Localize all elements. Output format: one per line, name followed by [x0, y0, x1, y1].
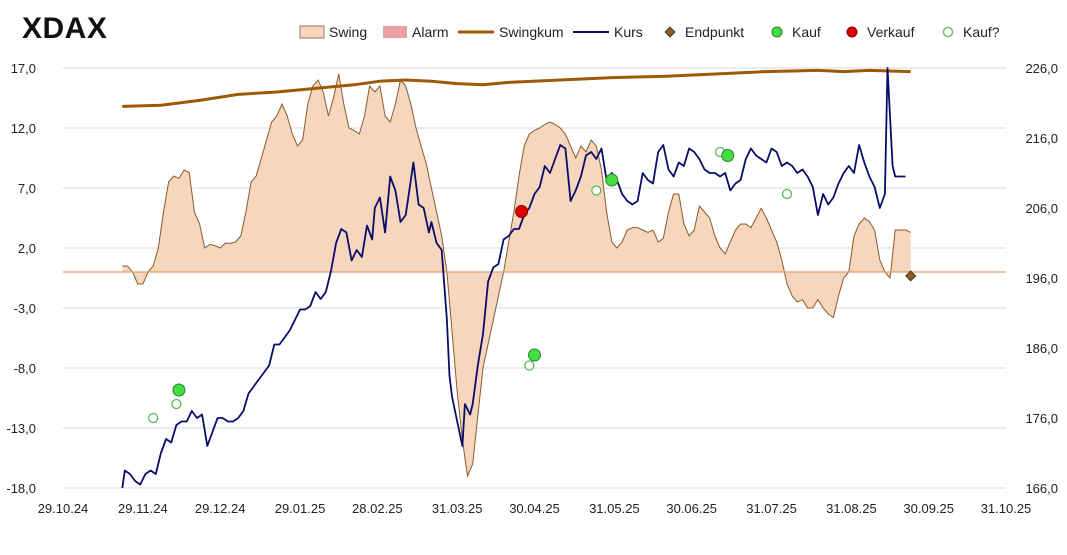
- kauf-marker: [528, 348, 541, 362]
- x-tick-label: 29.12.24: [195, 501, 246, 516]
- swing-series: [122, 73, 911, 478]
- right-tick-label: 186,0: [1025, 341, 1058, 356]
- verkauf-legend-icon: [846, 26, 858, 38]
- left-tick-label: -8,0: [14, 361, 36, 376]
- legend-item-swing: Swing: [299, 24, 367, 40]
- kauf-question-legend-icon: [942, 26, 954, 38]
- x-tick-label: 31.10.25: [981, 501, 1032, 516]
- kauf-legend-icon: [771, 26, 783, 38]
- kauf-question-marker: [781, 188, 793, 200]
- left-tick-label: 12,0: [11, 121, 36, 136]
- kauf-question-marker: [591, 185, 602, 196]
- left-tick-label: -3,0: [14, 301, 36, 316]
- right-axis: 226,0 216,0 206,0 196,0 186,0 176,0 166,0: [1025, 61, 1058, 496]
- right-tick-label: 226,0: [1025, 61, 1058, 76]
- left-tick-label: 17,0: [11, 61, 36, 76]
- swingkum-line: [122, 68, 911, 108]
- alarm-legend-icon: [383, 26, 407, 38]
- legend-item-kauf_q: Kauf?: [942, 24, 1000, 40]
- left-axis: 17,0 12,0 7,0 2,0 -3,0 -8,0 -13,0 -18,0: [6, 61, 36, 496]
- kauf-question-marker: [148, 412, 159, 424]
- right-tick-label: 216,0: [1025, 131, 1058, 146]
- kauf-marker: [172, 383, 186, 397]
- left-tick-label: 2,0: [18, 241, 36, 256]
- x-tick-label: 31.03.25: [432, 501, 483, 516]
- legend-label: Kauf: [792, 24, 821, 40]
- left-tick-label: 7,0: [18, 181, 36, 196]
- swingkum-series: [122, 68, 911, 108]
- legend-item-swingkum: Swingkum: [458, 24, 564, 40]
- endpunkt-marker: [905, 270, 917, 282]
- x-tick-label: 28.02.25: [352, 501, 403, 516]
- legend-item-verkauf: Verkauf: [846, 24, 915, 40]
- legend-label: Alarm: [412, 24, 449, 40]
- x-tick-label: 29.01.25: [275, 501, 326, 516]
- kurs-series: [121, 67, 906, 489]
- kauf-marker: [721, 149, 735, 162]
- signal-markers: [148, 146, 917, 424]
- swing-area: [122, 74, 911, 476]
- chart-title: XDAX: [22, 12, 108, 45]
- swing-outline: [122, 73, 911, 478]
- legend-item-alarm: Alarm: [383, 24, 449, 40]
- kauf-question-marker: [524, 360, 535, 371]
- legend-item-kauf: Kauf: [771, 24, 821, 40]
- right-tick-label: 166,0: [1025, 481, 1058, 496]
- legend-label: Endpunkt: [685, 24, 744, 40]
- legend-label: Kurs: [614, 24, 643, 40]
- endpunkt-legend-icon: [664, 26, 676, 38]
- right-tick-label: 206,0: [1025, 201, 1058, 216]
- kauf-marker: [605, 173, 619, 187]
- legend: Swing Alarm Swingkum Kurs Endpunkt Kauf Verkau…: [299, 24, 1000, 40]
- x-tick-label: 30.09.25: [903, 501, 954, 516]
- x-tick-label: 31.08.25: [826, 501, 877, 516]
- right-tick-label: 196,0: [1025, 271, 1058, 286]
- legend-item-kurs: Kurs: [573, 24, 643, 40]
- legend-label: Swing: [329, 24, 367, 40]
- legend-label: Kauf?: [963, 24, 1000, 40]
- verkauf-marker: [515, 205, 529, 218]
- x-tick-label: 29.11.24: [118, 501, 168, 516]
- x-tick-label: 31.07.25: [746, 501, 797, 516]
- x-axis: 29.10.24 29.11.24 29.12.24 29.01.25 28.02.25…: [38, 501, 1032, 516]
- swing-legend-icon: [299, 25, 325, 39]
- legend-label: Swingkum: [499, 24, 564, 40]
- x-tick-label: 30.04.25: [509, 501, 560, 516]
- legend-item-endpunkt: Endpunkt: [664, 24, 744, 40]
- legend-label: Verkauf: [867, 24, 915, 40]
- x-tick-label: 31.05.25: [589, 501, 640, 516]
- x-tick-label: 29.10.24: [38, 501, 89, 516]
- left-tick-label: -13,0: [6, 421, 36, 436]
- right-tick-label: 176,0: [1025, 411, 1058, 426]
- kurs-line: [121, 67, 906, 489]
- kauf-question-marker: [171, 398, 182, 410]
- left-tick-label: -18,0: [6, 481, 36, 496]
- x-tick-label: 30.06.25: [666, 501, 717, 516]
